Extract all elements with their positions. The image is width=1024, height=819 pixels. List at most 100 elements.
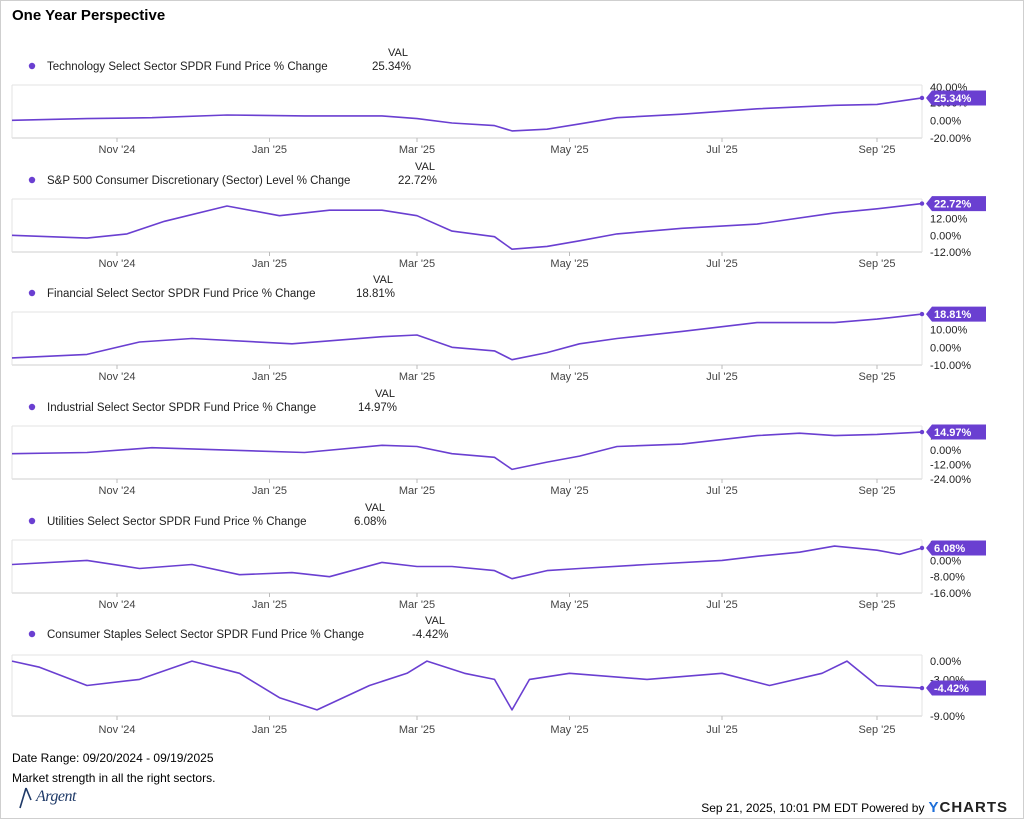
- value-tag-label: 14.97%: [934, 427, 972, 439]
- series-line: [11, 431, 923, 471]
- legend-dot-icon: [28, 403, 36, 411]
- value-tag: [926, 90, 986, 106]
- y-tick-label: 0.00%: [930, 656, 961, 668]
- x-tick-label: Jan '25: [252, 485, 287, 497]
- legend-value: 14.97%: [358, 402, 397, 414]
- legend-value: 25.34%: [372, 61, 411, 73]
- y-tick-label: -8.00%: [930, 572, 965, 584]
- legend-header-val: VAL: [375, 388, 395, 400]
- legend-value: 18.81%: [356, 288, 395, 300]
- legend-header-val: VAL: [425, 615, 445, 627]
- x-tick-label: Mar '25: [399, 371, 435, 383]
- legend-dot-icon: [28, 289, 36, 297]
- legend-series-name: Utilities Select Sector SPDR Fund Price …: [47, 516, 307, 528]
- value-tag: [926, 306, 986, 322]
- x-tick-label: Jan '25: [252, 599, 287, 611]
- y-tick-label: 12.00%: [930, 214, 968, 226]
- x-tick-label: Nov '24: [99, 724, 136, 736]
- x-tick-label: Jan '25: [252, 258, 287, 270]
- x-tick-label: Jul '25: [706, 144, 737, 156]
- legend-series-name: S&P 500 Consumer Discretionary (Sector) …: [47, 175, 350, 187]
- x-tick-label: Jan '25: [252, 371, 287, 383]
- x-tick-label: Sep '25: [859, 724, 896, 736]
- value-tag-label: 22.72%: [934, 199, 972, 211]
- tagline: Market strength in all the right sectors…: [12, 771, 216, 785]
- x-tick-label: Sep '25: [859, 144, 896, 156]
- x-tick-label: Nov '24: [99, 485, 136, 497]
- x-tick-label: Jul '25: [706, 599, 737, 611]
- x-tick-label: Jan '25: [252, 144, 287, 156]
- ycharts-y-mark: Y: [928, 799, 940, 816]
- value-tag-label: -4.42%: [934, 683, 969, 695]
- x-tick-label: Nov '24: [99, 599, 136, 611]
- legend-value: 22.72%: [398, 175, 437, 187]
- x-tick-label: Mar '25: [399, 724, 435, 736]
- argent-logo: Argent: [18, 786, 88, 812]
- value-tag: [926, 196, 986, 212]
- legend-header-val: VAL: [415, 161, 435, 173]
- y-tick-label: -12.00%: [930, 460, 971, 472]
- page-title: One Year Perspective: [12, 7, 166, 24]
- y-tick-label: -12.00%: [930, 247, 971, 259]
- x-tick-label: Nov '24: [99, 258, 136, 270]
- series-line: [11, 545, 923, 580]
- date-range: Date Range: 09/20/2024 - 09/19/2025: [12, 751, 214, 765]
- legend-series-name: Financial Select Sector SPDR Fund Price …: [47, 288, 315, 300]
- credit-line: Sep 21, 2025, 10:01 PM EDT Powered by YC…: [701, 799, 1008, 816]
- timestamp: Sep 21, 2025, 10:01 PM EDT Powered by: [701, 800, 925, 815]
- legend-dot-icon: [28, 630, 36, 638]
- ycharts-logo[interactable]: YCHARTS: [928, 799, 1008, 816]
- x-tick-label: Jul '25: [706, 724, 737, 736]
- series-end-point: [919, 311, 925, 317]
- x-tick-label: Mar '25: [399, 599, 435, 611]
- x-tick-label: Sep '25: [859, 599, 896, 611]
- legend-header-val: VAL: [373, 274, 393, 286]
- legend-dot-icon: [28, 176, 36, 184]
- legend-value: 6.08%: [354, 516, 387, 528]
- legend-series-name: Consumer Staples Select Sector SPDR Fund…: [47, 629, 364, 641]
- x-tick-label: May '25: [550, 144, 588, 156]
- series-end-point: [919, 429, 925, 435]
- x-tick-label: Mar '25: [399, 144, 435, 156]
- legend-dot-icon: [28, 517, 36, 525]
- series-end-point: [919, 685, 925, 691]
- value-tag: [926, 540, 986, 556]
- value-tag-label: 6.08%: [934, 543, 965, 555]
- x-tick-label: Jan '25: [252, 724, 287, 736]
- x-tick-label: May '25: [550, 258, 588, 270]
- y-tick-label: -10.00%: [930, 360, 971, 372]
- y-tick-label: -20.00%: [930, 133, 971, 145]
- x-tick-label: Sep '25: [859, 371, 896, 383]
- argent-logo-icon: [19, 787, 32, 809]
- legend-value: -4.42%: [412, 629, 448, 641]
- series-end-point: [919, 545, 925, 551]
- y-tick-label: 0.00%: [930, 342, 961, 354]
- x-tick-label: Jul '25: [706, 485, 737, 497]
- value-tag-label: 18.81%: [934, 309, 972, 321]
- series-end-point: [919, 201, 925, 206]
- y-tick-label: 0.00%: [930, 445, 961, 457]
- x-tick-label: May '25: [550, 371, 588, 383]
- legend-header-val: VAL: [388, 47, 408, 59]
- y-tick-label: 10.00%: [930, 325, 968, 337]
- series-end-point: [919, 95, 925, 101]
- legend-header-val: VAL: [365, 502, 385, 514]
- value-tag: [926, 424, 986, 440]
- y-tick-label: 0.00%: [930, 230, 961, 242]
- series-line: [11, 313, 923, 361]
- x-tick-label: Jul '25: [706, 258, 737, 270]
- x-tick-label: Sep '25: [859, 258, 896, 270]
- series-line: [11, 660, 923, 711]
- x-tick-label: May '25: [550, 485, 588, 497]
- y-tick-label: 0.00%: [930, 115, 961, 127]
- x-tick-label: Mar '25: [399, 258, 435, 270]
- y-tick-label: -24.00%: [930, 474, 971, 486]
- x-tick-label: Mar '25: [399, 485, 435, 497]
- legend-series-name: Technology Select Sector SPDR Fund Price…: [47, 61, 328, 73]
- x-tick-label: Nov '24: [99, 371, 136, 383]
- series-line: [11, 202, 923, 250]
- legend-series-name: Industrial Select Sector SPDR Fund Price…: [47, 402, 316, 414]
- x-tick-label: May '25: [550, 724, 588, 736]
- ycharts-brand: CHARTS: [939, 799, 1008, 816]
